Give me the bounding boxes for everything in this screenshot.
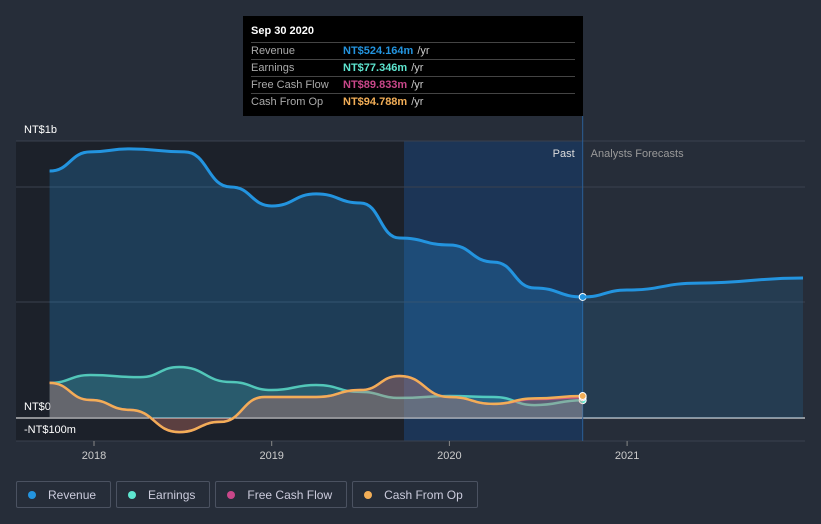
y-tick-label: -NT$100m	[24, 424, 76, 436]
series-line-earnings	[49, 365, 583, 407]
tooltip-unit: /yr	[411, 79, 424, 91]
past-label: Past	[553, 148, 575, 160]
tooltip-label: Revenue	[251, 45, 296, 57]
series-area-free-cash-flow	[49, 375, 583, 433]
tooltip-row: Revenue NT$524.164m/yr	[251, 42, 575, 59]
legend-dot-icon	[128, 490, 137, 499]
legend-item-earnings[interactable]: Earnings	[116, 481, 211, 508]
tooltip-unit: /yr	[411, 96, 424, 108]
chart-svg: NT$1b NT$0 -NT$100m 2018 2019 2020 2021 Past Ana…	[16, 116, 805, 462]
tooltip-value: NT$89.833m	[343, 79, 408, 91]
legend-dot-icon	[227, 490, 236, 499]
tooltip-row: Earnings NT$77.346m/yr	[251, 59, 575, 76]
tooltip-unit: /yr	[417, 45, 430, 57]
tooltip-unit: /yr	[411, 62, 424, 74]
series-line-revenue-forecast	[582, 276, 804, 299]
legend-label: Free Cash Flow	[247, 487, 333, 502]
x-tick-label: 2019	[259, 450, 283, 462]
tooltip-label: Earnings	[251, 62, 295, 74]
y-tick-label: NT$0	[24, 401, 51, 413]
tooltip-date: Sep 30 2020	[251, 25, 314, 37]
legend-dot-icon	[364, 490, 373, 499]
legend-item-cash-from-op[interactable]: Cash From Op	[352, 481, 478, 508]
legend-item-free-cash-flow[interactable]: Free Cash Flow	[215, 481, 348, 508]
legend-label: Revenue	[48, 487, 97, 502]
tooltip-row: Cash From Op NT$94.788m/yr	[251, 93, 575, 110]
legend: Revenue Earnings Free Cash Flow Cash From O…	[16, 481, 478, 508]
tooltip-row: Free Cash Flow NT$89.833m/yr	[251, 76, 575, 93]
series-line-cash-from-op	[49, 374, 583, 434]
y-tick-label: NT$1b	[24, 124, 57, 136]
legend-label: Earnings	[148, 487, 196, 502]
tooltip-label: Cash From Op	[251, 96, 324, 108]
tooltip: Sep 30 2020 Revenue NT$524.164m/yr Earning…	[243, 16, 583, 116]
x-tick-label: 2018	[82, 450, 106, 462]
series-area-earnings	[49, 366, 583, 418]
series-area-revenue	[49, 148, 583, 418]
series-area-cash-from-op	[49, 375, 583, 433]
series-area-revenue-forecast	[582, 278, 804, 418]
tooltip-value: NT$94.788m	[343, 96, 408, 108]
x-tick-label: 2021	[615, 450, 639, 462]
x-tick-label: 2020	[437, 450, 461, 462]
legend-item-revenue[interactable]: Revenue	[16, 481, 112, 508]
legend-label: Cash From Op	[384, 487, 463, 502]
legend-dot-icon	[28, 490, 36, 499]
data-point	[578, 392, 587, 401]
series-line-revenue	[49, 147, 583, 299]
tooltip-value: NT$77.346m	[343, 62, 408, 74]
tooltip-value: NT$524.164m	[343, 45, 414, 57]
forecast-label: Analysts Forecasts	[591, 148, 684, 160]
tooltip-label: Free Cash Flow	[251, 79, 329, 91]
